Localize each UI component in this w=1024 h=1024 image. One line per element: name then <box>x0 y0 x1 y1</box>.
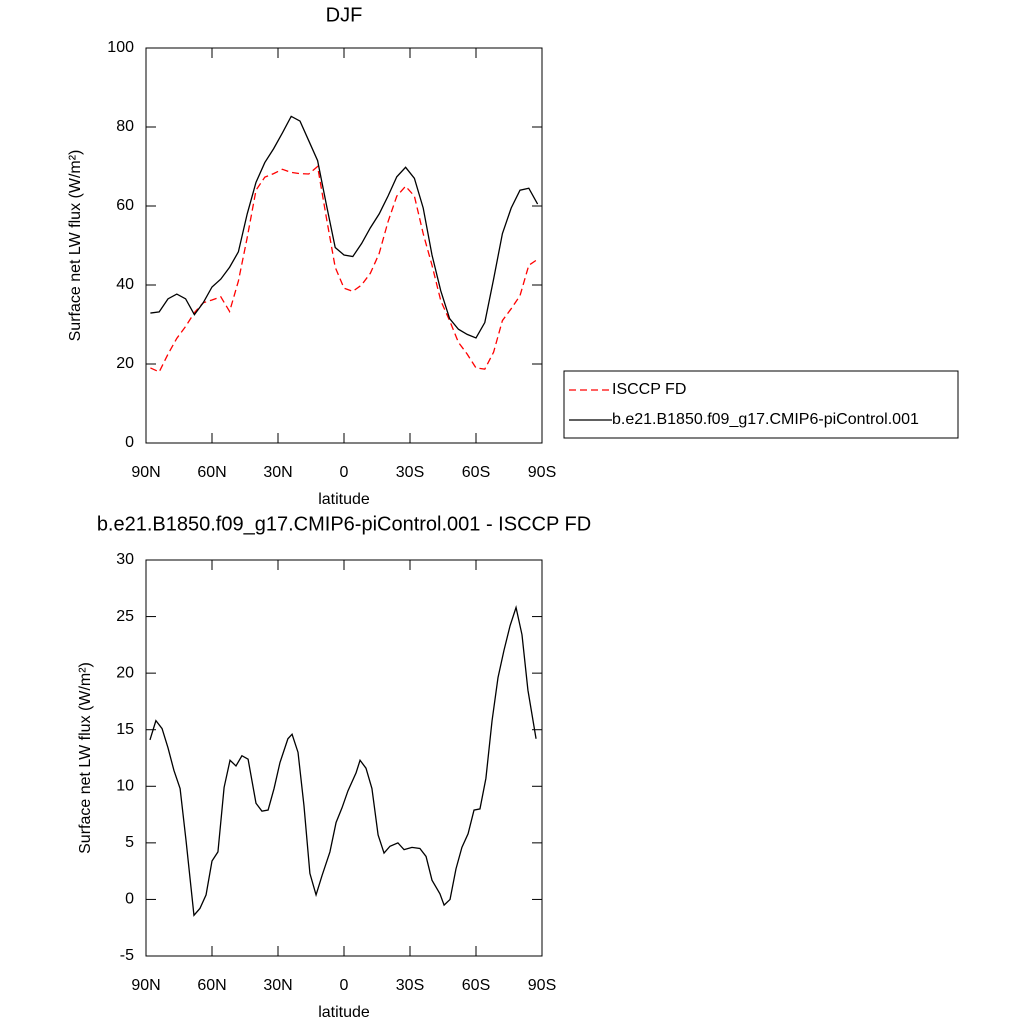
x-tick-label: 60S <box>462 464 490 481</box>
y-tick-label: -5 <box>120 947 134 964</box>
x-tick-label: 90N <box>131 977 160 994</box>
y-axis-label: Surface net LW flux (W/m²) <box>67 150 84 342</box>
y-tick-label: 80 <box>116 118 134 135</box>
y-tick-label: 20 <box>116 355 134 372</box>
x-tick-label: 30S <box>396 464 424 481</box>
x-tick-label: 60N <box>197 977 226 994</box>
y-tick-label: 5 <box>125 834 134 851</box>
y-tick-label: 15 <box>116 721 134 738</box>
x-tick-label: 90S <box>528 977 556 994</box>
chart-title: b.e21.B1850.f09_g17.CMIP6-piControl.001 … <box>97 513 591 535</box>
x-tick-label: 90N <box>131 464 160 481</box>
x-tick-label: 90S <box>528 464 556 481</box>
y-tick-label: 0 <box>125 891 134 908</box>
panel: DJF 0 20 40 60 80 100 90N 60N 30N 0 30S 60S 90S latitu… <box>67 4 959 508</box>
x-tick-label: 30S <box>396 977 424 994</box>
x-tick-label: 0 <box>340 464 349 481</box>
y-tick-label: 100 <box>107 39 134 56</box>
x-tick-label: 0 <box>340 977 349 994</box>
legend-label: ISCCP FD <box>612 381 686 398</box>
y-axis-label: Surface net LW flux (W/m²) <box>77 662 94 854</box>
legend: ISCCP FD b.e21.B1850.f09_g17.CMIP6-piCont… <box>563 370 959 439</box>
x-tick-label: 60S <box>462 977 490 994</box>
data-line <box>150 165 538 373</box>
x-tick-label: 60N <box>197 464 226 481</box>
y-tick-label: 20 <box>116 664 134 681</box>
x-tick-label: 30N <box>263 977 292 994</box>
x-axis-label: latitude <box>318 1004 370 1021</box>
y-tick-label: 40 <box>116 276 134 293</box>
y-tick-label: 30 <box>116 551 134 568</box>
chart-title: DJF <box>326 4 363 26</box>
legend-label: b.e21.B1850.f09_g17.CMIP6-piControl.001 <box>612 411 919 428</box>
data-line <box>150 115 539 339</box>
panel: b.e21.B1850.f09_g17.CMIP6-piControl.001 … <box>77 513 591 1021</box>
y-tick-label: 0 <box>125 434 134 451</box>
legend-box <box>563 370 959 439</box>
plot-frame <box>145 47 543 444</box>
y-tick-label: 25 <box>116 608 134 625</box>
data-line <box>149 605 537 917</box>
x-tick-label: 30N <box>263 464 292 481</box>
x-axis-label: latitude <box>318 491 370 508</box>
y-tick-label: 60 <box>116 197 134 214</box>
y-tick-label: 10 <box>116 778 134 795</box>
